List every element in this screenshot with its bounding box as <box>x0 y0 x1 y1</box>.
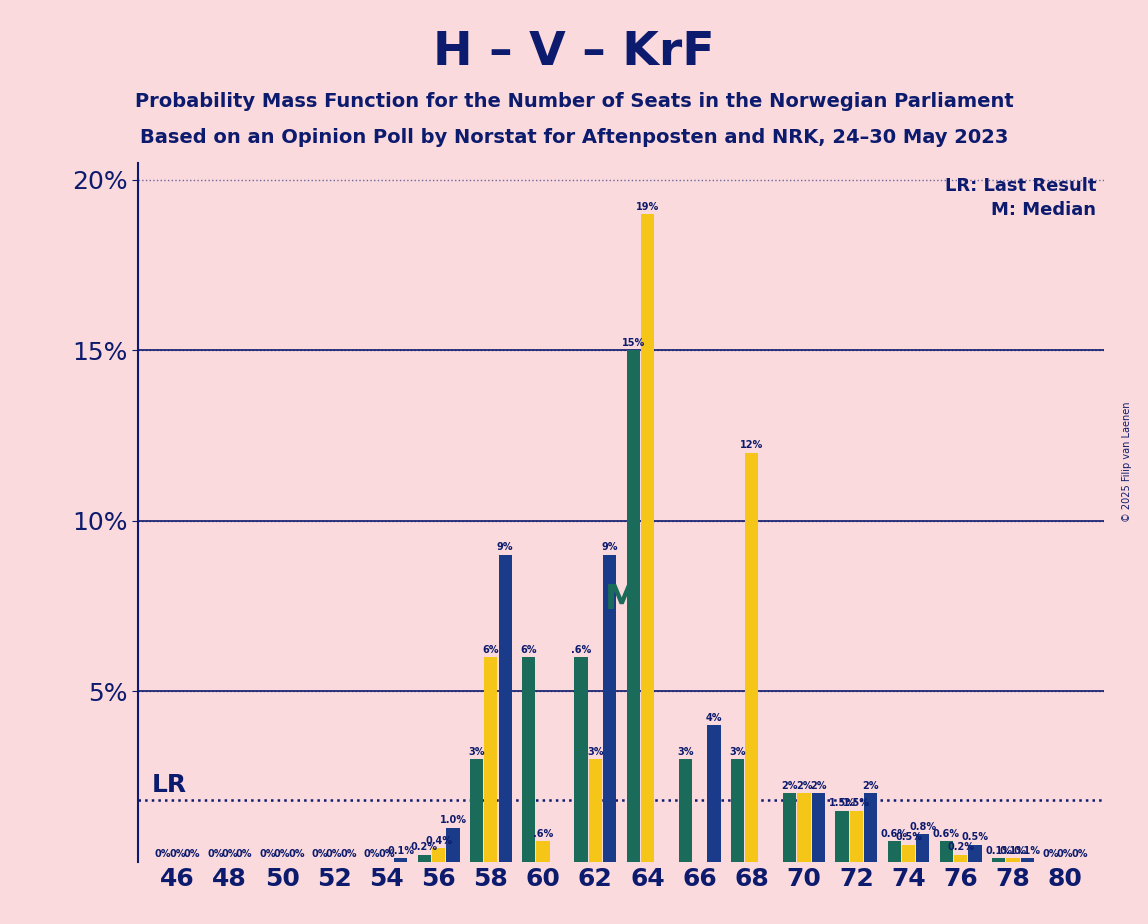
Text: © 2025 Filip van Laenen: © 2025 Filip van Laenen <box>1123 402 1132 522</box>
Text: 0%: 0% <box>259 849 276 859</box>
Text: 1.5%: 1.5% <box>829 798 855 808</box>
Text: LR: Last Result: LR: Last Result <box>945 177 1096 195</box>
Bar <box>394 858 408 862</box>
Text: 0%: 0% <box>1057 849 1073 859</box>
Text: 0%: 0% <box>235 849 253 859</box>
Text: 3%: 3% <box>587 747 604 757</box>
Text: 6%: 6% <box>520 645 537 655</box>
Bar <box>589 760 602 862</box>
Text: 2%: 2% <box>796 781 813 791</box>
Bar <box>627 350 639 862</box>
Text: 9%: 9% <box>602 542 618 553</box>
Bar <box>836 810 848 862</box>
Text: 0%: 0% <box>364 849 380 859</box>
Text: 0.5%: 0.5% <box>962 833 988 843</box>
Text: LR: LR <box>152 772 187 796</box>
Bar <box>432 848 445 862</box>
Text: 0.5%: 0.5% <box>895 833 922 843</box>
Text: 0.1%: 0.1% <box>985 845 1013 856</box>
Text: 0.4%: 0.4% <box>425 835 452 845</box>
Bar <box>574 657 588 862</box>
Text: 4%: 4% <box>706 713 722 723</box>
Bar <box>745 453 759 862</box>
Text: 0%: 0% <box>326 849 342 859</box>
Text: 0.2%: 0.2% <box>411 843 437 853</box>
Bar <box>992 858 1006 862</box>
Text: H – V – KrF: H – V – KrF <box>433 30 715 75</box>
Text: 12%: 12% <box>740 440 763 450</box>
Bar <box>916 834 930 862</box>
Text: .6%: .6% <box>571 645 591 655</box>
Bar <box>641 214 654 862</box>
Bar <box>484 657 497 862</box>
Text: 0%: 0% <box>1071 849 1088 859</box>
Bar <box>969 845 982 862</box>
Bar <box>812 794 825 862</box>
Text: 0%: 0% <box>222 849 238 859</box>
Text: 6%: 6% <box>482 645 499 655</box>
Text: 1.5%: 1.5% <box>843 798 870 808</box>
Text: 2%: 2% <box>810 781 827 791</box>
Text: 0%: 0% <box>184 849 200 859</box>
Text: 3%: 3% <box>677 747 693 757</box>
Bar <box>1021 858 1034 862</box>
Bar <box>954 855 968 862</box>
Bar <box>731 760 744 862</box>
Text: 0.6%: 0.6% <box>881 829 908 839</box>
Bar <box>470 760 483 862</box>
Text: Probability Mass Function for the Number of Seats in the Norwegian Parliament: Probability Mass Function for the Number… <box>134 92 1014 112</box>
Text: 1.0%: 1.0% <box>440 815 466 825</box>
Bar <box>678 760 692 862</box>
Text: M: M <box>605 583 638 616</box>
Text: 0%: 0% <box>207 849 224 859</box>
Bar <box>887 841 901 862</box>
Text: 19%: 19% <box>636 201 659 212</box>
Text: .6%: .6% <box>533 829 553 839</box>
Bar <box>536 841 550 862</box>
Bar <box>707 725 721 862</box>
Text: 0%: 0% <box>288 849 304 859</box>
Text: 0.2%: 0.2% <box>947 843 975 853</box>
Bar <box>798 794 810 862</box>
Text: Based on an Opinion Poll by Norstat for Aftenposten and NRK, 24–30 May 2023: Based on an Opinion Poll by Norstat for … <box>140 128 1008 147</box>
Bar <box>603 554 616 862</box>
Text: 15%: 15% <box>621 338 645 348</box>
Text: 0%: 0% <box>273 849 290 859</box>
Bar <box>498 554 512 862</box>
Text: 3%: 3% <box>729 747 746 757</box>
Bar <box>902 845 915 862</box>
Text: 0.1%: 0.1% <box>1000 845 1026 856</box>
Bar <box>447 828 459 862</box>
Bar <box>418 855 430 862</box>
Text: 2%: 2% <box>862 781 879 791</box>
Text: 0%: 0% <box>170 849 186 859</box>
Bar <box>1007 858 1019 862</box>
Text: 0%: 0% <box>155 849 171 859</box>
Text: 0%: 0% <box>1042 849 1060 859</box>
Bar <box>864 794 877 862</box>
Bar <box>850 810 863 862</box>
Text: M: Median: M: Median <box>992 201 1096 219</box>
Text: 0.8%: 0.8% <box>909 822 937 832</box>
Bar <box>940 841 953 862</box>
Text: 3%: 3% <box>468 747 484 757</box>
Text: 0%: 0% <box>311 849 328 859</box>
Bar <box>522 657 535 862</box>
Text: 0%: 0% <box>378 849 395 859</box>
Text: 0.6%: 0.6% <box>933 829 960 839</box>
Text: 0.1%: 0.1% <box>387 845 414 856</box>
Text: 0%: 0% <box>340 849 357 859</box>
Text: 2%: 2% <box>782 781 798 791</box>
Text: 9%: 9% <box>497 542 513 553</box>
Text: 0.1%: 0.1% <box>1014 845 1041 856</box>
Bar <box>783 794 797 862</box>
